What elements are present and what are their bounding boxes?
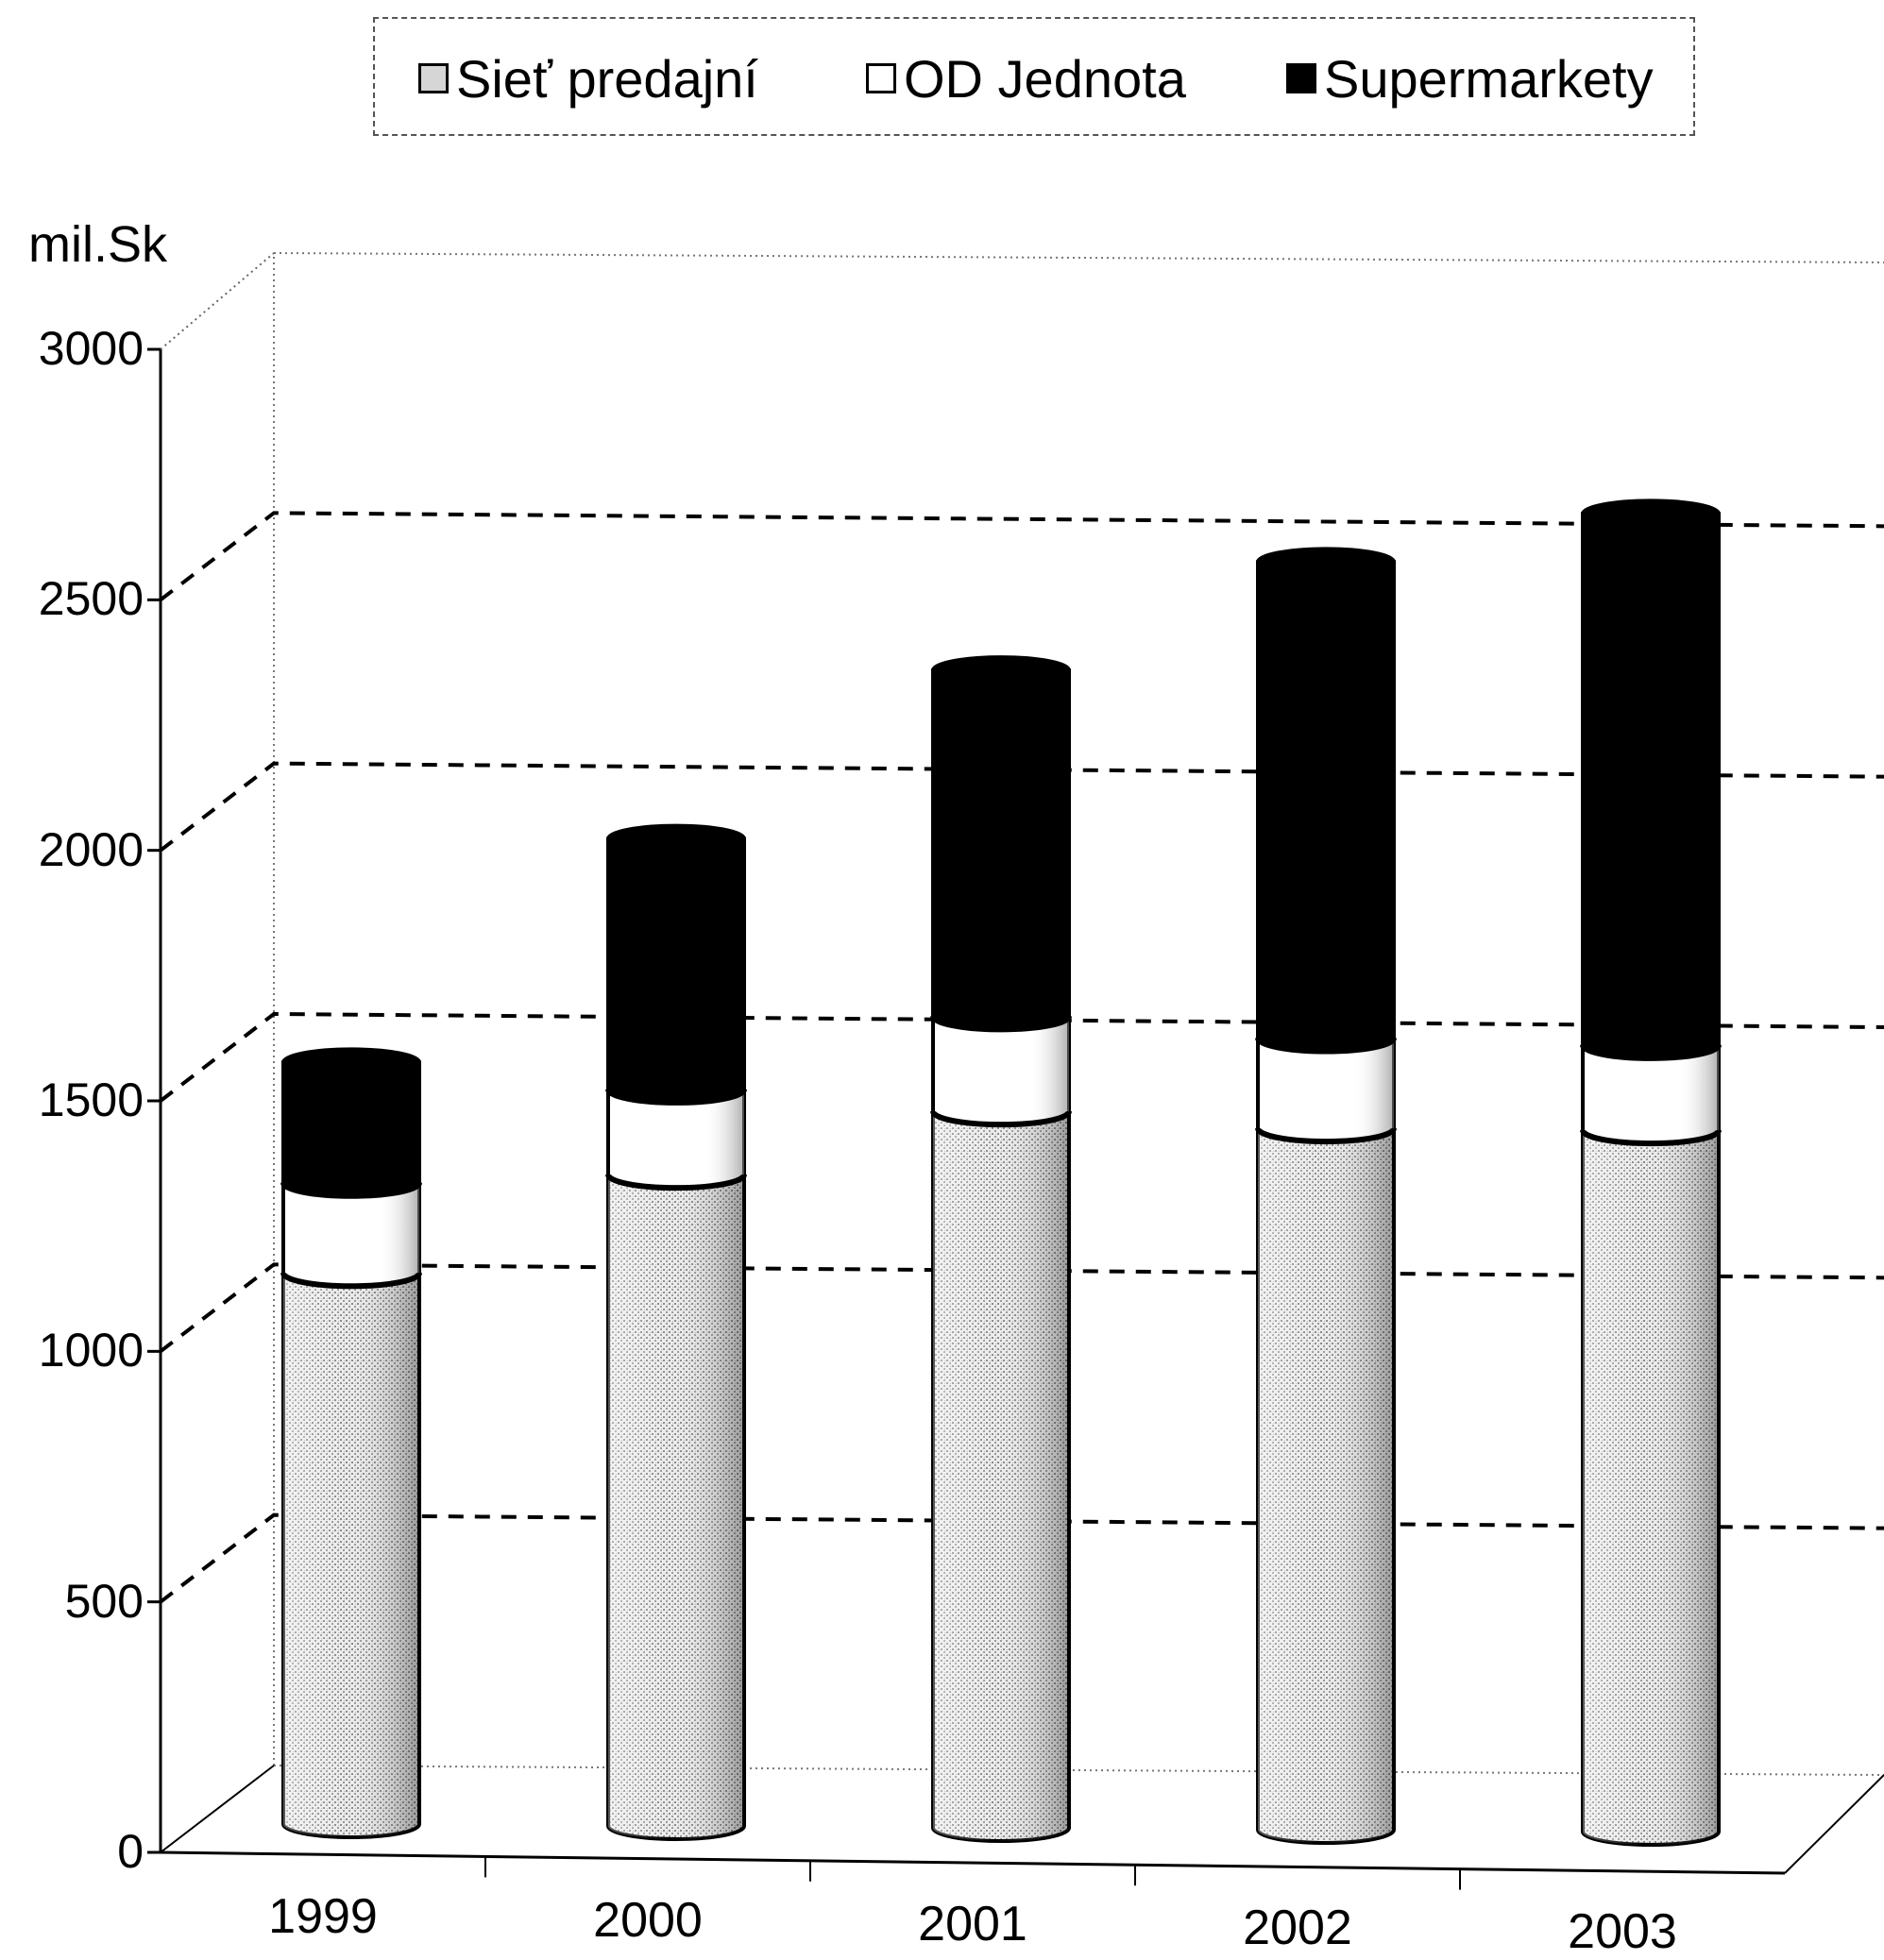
- legend-label-siet-predajni: Sieť predajní: [456, 48, 758, 109]
- legend-swatch-od-jednota: [866, 63, 896, 93]
- legend-item-siet-predajni: Sieť predajní: [418, 49, 758, 109]
- y-tick-label: 2000: [38, 822, 144, 876]
- back-floor-edge: [273, 1765, 1884, 1776]
- bar-segment-seam: [605, 1174, 747, 1191]
- bar-segment: [281, 1271, 421, 1839]
- x-axis-line: [160, 1850, 1786, 1875]
- bar-segment-seam: [930, 1110, 1072, 1128]
- bar-segment-body: [1581, 512, 1721, 1060]
- bar-segment-shade: [933, 1111, 1069, 1841]
- bar-segment: [1581, 1128, 1721, 1847]
- bar-segment: [1580, 1042, 1722, 1147]
- bar-segment-seam: [1580, 1129, 1722, 1147]
- bar-segment-seam: [1255, 1037, 1397, 1055]
- floor-left-edge: [160, 1765, 275, 1853]
- bar-segment: [280, 1180, 422, 1290]
- bar-segment-seam: [280, 1272, 422, 1290]
- legend-item-supermarkety: Supermarkety: [1286, 49, 1654, 109]
- bar-cap: [931, 655, 1071, 686]
- bar-segment-shade: [1583, 1044, 1719, 1144]
- bar-segment: [930, 655, 1072, 1033]
- bar-segment: [605, 1087, 747, 1191]
- legend-item-od-jednota: OD Jednota: [866, 49, 1186, 109]
- bar-segment-shade: [1258, 1128, 1394, 1843]
- bar-segment-shade: [933, 1016, 1069, 1125]
- legend-label-supermarkety: Supermarkety: [1324, 48, 1654, 109]
- legend-label-od-jednota: OD Jednota: [904, 48, 1186, 109]
- gridline: [159, 511, 1884, 601]
- x-category-label: 1999: [268, 1889, 378, 1944]
- bar-segment-seam: [1255, 1127, 1397, 1145]
- x-category-label: 2002: [1243, 1901, 1352, 1955]
- y-tick-label: 3000: [38, 322, 144, 375]
- y-tick-label: 1500: [38, 1073, 144, 1126]
- x-category-label: 2000: [593, 1893, 703, 1948]
- back-wall-top-edge: [273, 252, 1884, 263]
- bar-segment: [1580, 498, 1722, 1061]
- y-axis-top-depth: [160, 252, 275, 350]
- x-category-label: 2003: [1568, 1904, 1677, 1959]
- bar-segment-shade: [608, 1174, 744, 1839]
- bar-segment: [930, 1014, 1072, 1128]
- legend-swatch-supermarkety: [1286, 63, 1316, 93]
- legend: Sieť predajní OD Jednota Supermarkety: [373, 17, 1695, 136]
- gridline: [159, 761, 1884, 853]
- y-tick-label: 1000: [38, 1324, 144, 1377]
- bar-segment-seam: [280, 1182, 422, 1199]
- bar-segment-seam: [605, 1089, 747, 1106]
- bar-cap: [606, 823, 746, 854]
- y-tick-label: 500: [64, 1574, 144, 1628]
- bar-segment: [605, 823, 747, 1106]
- y-tick-label: 0: [117, 1825, 144, 1878]
- bar-segment: [1255, 1036, 1397, 1145]
- bar-segment: [1255, 547, 1397, 1055]
- gridlines: [159, 511, 1884, 1604]
- bar-cap: [1581, 498, 1721, 530]
- bar-segment-seam: [930, 1015, 1072, 1033]
- bar-segment: [931, 1109, 1071, 1843]
- bar-segment-shade: [1583, 1130, 1719, 1845]
- bar-segment-body: [1256, 560, 1396, 1054]
- gridline: [159, 1512, 1884, 1604]
- bar-segment: [1256, 1126, 1396, 1845]
- y-axis-label: mil.Sk: [28, 216, 167, 273]
- bar-segment-shade: [608, 1089, 744, 1189]
- bar-segment-body: [281, 1060, 421, 1198]
- gridline: [159, 1011, 1884, 1103]
- bar-segment: [280, 1047, 422, 1199]
- bar-segment: [606, 1173, 746, 1841]
- floor-right-edge: [1784, 1774, 1884, 1874]
- bar-segment-shade: [283, 1182, 419, 1287]
- bars: [280, 498, 1722, 1847]
- bar-segment-seam: [1580, 1044, 1722, 1061]
- bar-cap: [281, 1047, 421, 1078]
- bar-segment-body: [606, 836, 746, 1105]
- bar-segment-body: [931, 668, 1071, 1032]
- bar-segment-shade: [283, 1273, 419, 1837]
- bar-cap: [1256, 547, 1396, 578]
- bar-segment-shade: [1258, 1038, 1394, 1142]
- gridline: [159, 1262, 1884, 1353]
- legend-swatch-siet-predajni: [418, 63, 449, 93]
- y-tick-label: 2500: [38, 572, 144, 626]
- x-category-label: 2001: [918, 1897, 1027, 1952]
